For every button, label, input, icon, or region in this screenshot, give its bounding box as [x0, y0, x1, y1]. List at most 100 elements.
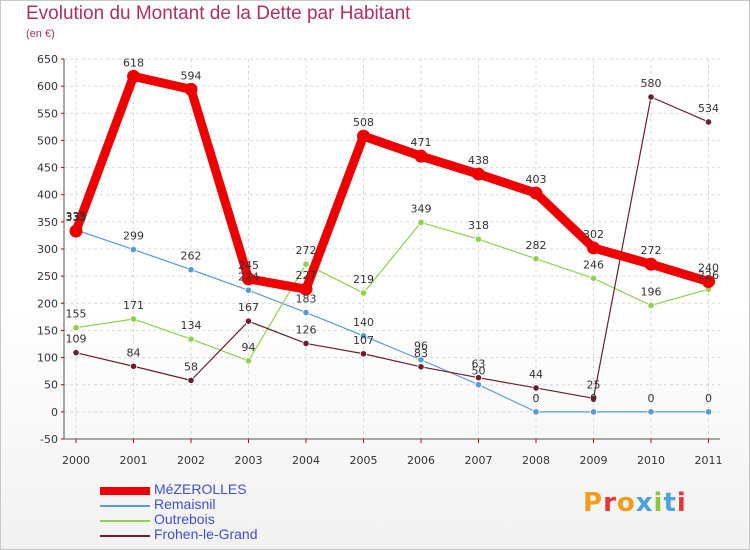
- data-label: 219: [353, 273, 374, 286]
- y-tick-label: 250: [37, 270, 58, 283]
- data-label: 594: [181, 69, 202, 82]
- y-tick-label: 100: [37, 352, 58, 365]
- data-point: [472, 167, 485, 181]
- x-tick-label: 2004: [292, 454, 320, 467]
- data-point: [127, 69, 140, 83]
- data-label: 227: [296, 269, 317, 282]
- data-point: [244, 286, 253, 294]
- data-point: [129, 362, 138, 370]
- y-tick-label: 50: [44, 379, 58, 392]
- data-label: 183: [296, 293, 317, 306]
- data-label: 403: [526, 173, 547, 186]
- x-tick-label: 2001: [120, 454, 148, 467]
- data-label: 140: [353, 316, 374, 329]
- data-point: [417, 218, 425, 226]
- data-point: [299, 282, 313, 296]
- data-point: [417, 356, 425, 364]
- data-label: 246: [583, 258, 604, 271]
- y-tick-label: 400: [37, 189, 58, 202]
- x-tick-label: 2005: [350, 454, 378, 467]
- y-tick-label: 650: [37, 53, 58, 66]
- data-point: [529, 186, 543, 200]
- series-line: [75, 221, 709, 362]
- data-point: [69, 224, 83, 238]
- data-label: 171: [123, 299, 144, 312]
- data-label: 335: [66, 210, 87, 223]
- data-point: [359, 289, 368, 297]
- data-label: 333: [66, 211, 87, 224]
- data-label: 126: [296, 323, 317, 336]
- data-label: 109: [66, 333, 87, 346]
- data-point: [244, 317, 253, 325]
- legend-label: Frohen-le-Grand: [154, 526, 258, 542]
- data-point: [589, 394, 598, 402]
- data-point: [302, 339, 310, 348]
- data-label: 155: [66, 308, 87, 321]
- x-tick-label: 2000: [62, 454, 90, 467]
- chart-title: Evolution du Montant de la Dette par Hab…: [26, 3, 411, 24]
- x-tick-label: 2009: [580, 454, 608, 467]
- data-point: [359, 332, 368, 340]
- data-label: 349: [411, 202, 432, 215]
- data-label: 534: [698, 102, 719, 115]
- data-label: 134: [181, 319, 202, 332]
- legend-label: Remaisnil: [154, 496, 216, 512]
- data-point: [532, 384, 540, 392]
- data-label: 299: [123, 230, 144, 243]
- data-label: 0: [705, 392, 712, 405]
- data-label: 25: [587, 378, 601, 391]
- data-point: [242, 272, 255, 286]
- data-label: 196: [641, 285, 662, 298]
- x-tick-label: 2011: [695, 454, 723, 467]
- y-tick-label: 300: [37, 243, 58, 256]
- data-label: 94: [242, 341, 256, 354]
- data-point: [244, 357, 253, 365]
- data-label: 272: [296, 244, 317, 257]
- y-tick-label: 350: [37, 216, 58, 229]
- data-point: [187, 266, 195, 274]
- data-point: [129, 245, 138, 254]
- chart-unit: (en €): [26, 28, 55, 40]
- x-tick-label: 2002: [177, 454, 205, 467]
- data-label: 63: [472, 358, 486, 371]
- data-label: 0: [533, 392, 540, 405]
- data-point: [129, 315, 138, 323]
- data-point: [532, 255, 540, 263]
- data-point: [647, 408, 655, 416]
- data-point: [359, 350, 368, 358]
- data-point: [702, 275, 715, 289]
- y-tick-label: -50: [40, 433, 58, 446]
- data-point: [357, 129, 370, 143]
- data-point: [644, 257, 658, 271]
- y-tick-label: 600: [37, 80, 58, 93]
- data-point: [704, 118, 713, 126]
- x-tick-label: 2007: [465, 454, 493, 467]
- data-label: 318: [468, 219, 489, 232]
- data-point: [417, 363, 425, 371]
- data-label: 262: [181, 250, 202, 263]
- series-line: [75, 229, 709, 413]
- data-point: [474, 381, 483, 389]
- data-label: 44: [529, 368, 543, 381]
- data-point: [72, 324, 80, 332]
- data-point: [587, 241, 600, 255]
- data-point: [184, 82, 198, 96]
- x-tick-label: 2008: [522, 454, 550, 467]
- data-label: 224: [238, 270, 259, 283]
- series-line: [75, 96, 709, 399]
- data-point: [532, 408, 540, 416]
- data-label: 508: [353, 116, 374, 129]
- data-label: 438: [468, 154, 489, 167]
- data-label: 272: [641, 244, 662, 257]
- data-label: 96: [414, 340, 428, 353]
- y-tick-label: 500: [37, 134, 58, 147]
- data-label: 618: [123, 56, 144, 69]
- data-point: [302, 260, 310, 268]
- data-label: 50: [472, 365, 486, 378]
- data-label: 83: [414, 347, 428, 360]
- data-label: 240: [698, 262, 719, 275]
- data-point: [187, 335, 195, 343]
- x-tick-label: 2006: [407, 454, 435, 467]
- data-label: 84: [127, 346, 141, 359]
